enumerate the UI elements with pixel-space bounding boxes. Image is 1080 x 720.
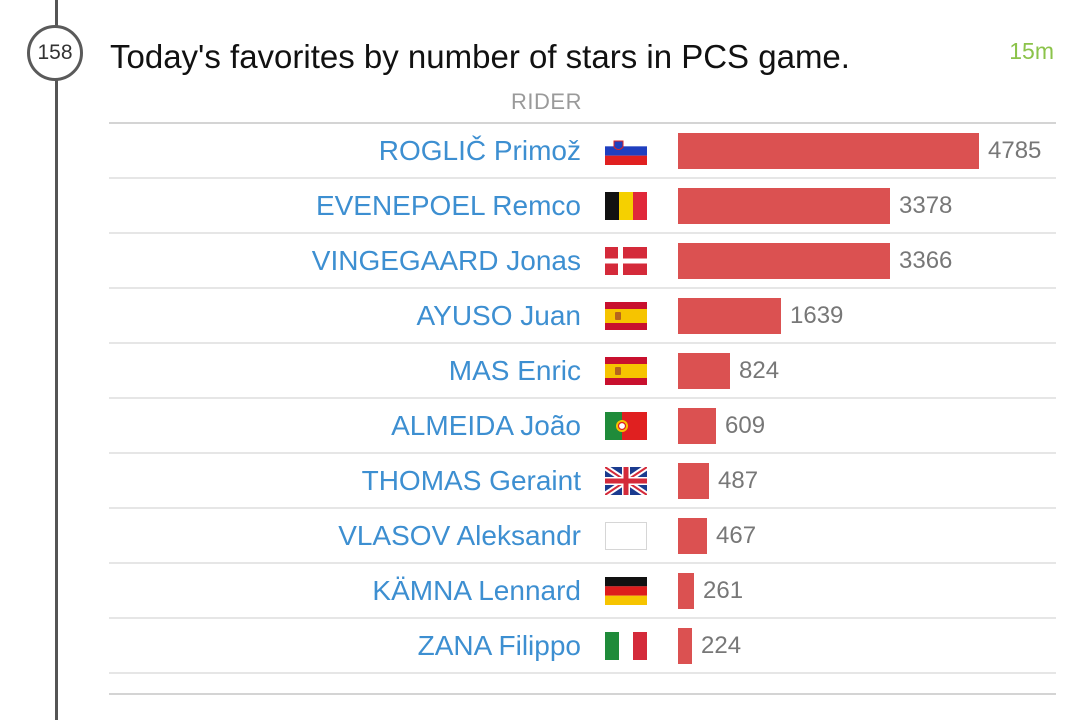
table-bottom-border (109, 693, 1056, 695)
rider-name-link[interactable]: ZANA Filippo (417, 630, 581, 661)
stars-bar (678, 353, 730, 389)
table-row: VLASOV Aleksandr 467 (109, 509, 1056, 564)
belgium-flag (605, 192, 647, 220)
rider-name-link[interactable]: EVENEPOEL Remco (315, 190, 581, 221)
stars-bar (678, 188, 890, 224)
germany-flag (605, 577, 647, 605)
rider-name-link[interactable]: ROGLIČ Primož (378, 135, 581, 166)
portugal-flag (605, 412, 647, 440)
stars-bar (678, 298, 781, 334)
stars-bar (678, 463, 709, 499)
table-row: AYUSO Juan 1639 (109, 289, 1056, 344)
stars-value-label: 224 (701, 632, 742, 659)
rider-name-link[interactable]: VLASOV Aleksandr (338, 520, 581, 551)
stars-bar (678, 518, 707, 554)
post-timestamp: 15m (1009, 38, 1054, 64)
table-row: VINGEGAARD Jonas 3366 (109, 234, 1056, 289)
great-britain-flag (605, 467, 647, 495)
stars-value-label: 824 (739, 357, 780, 384)
rider-name-link[interactable]: ALMEIDA João (391, 410, 581, 441)
stars-value-label: 261 (703, 577, 744, 604)
stars-table: ROGLIČ Primož 4785 EVENEPOEL Remco 3378 VING… (109, 122, 1056, 674)
table-row: ALMEIDA João 609 (109, 399, 1056, 454)
stars-bar (678, 408, 716, 444)
stars-value-label: 3378 (899, 192, 953, 219)
stars-bar (678, 243, 890, 279)
stars-value-label: 4785 (988, 137, 1042, 164)
denmark-flag (605, 247, 647, 275)
table-row: THOMAS Geraint 487 (109, 454, 1056, 509)
rider-name-link[interactable]: VINGEGAARD Jonas (311, 245, 581, 276)
rider-column-header: RIDER (511, 89, 582, 114)
blank-flag (605, 522, 647, 550)
km-marker-badge: 158 (27, 25, 83, 81)
table-row: KÄMNA Lennard 261 (109, 564, 1056, 619)
stars-bar (678, 573, 694, 609)
timeline-line (55, 0, 58, 720)
stars-value-label: 3366 (899, 247, 953, 274)
spain-flag (605, 357, 647, 385)
post-title: Today's favorites by number of stars in … (110, 38, 850, 75)
stars-value-label: 609 (725, 412, 766, 439)
stars-value-label: 487 (718, 467, 759, 494)
stars-bar (678, 628, 692, 664)
stars-value-label: 467 (716, 522, 757, 549)
italy-flag (605, 632, 647, 660)
stars-bar (678, 133, 979, 169)
table-row: EVENEPOEL Remco 3378 (109, 179, 1056, 234)
spain-flag (605, 302, 647, 330)
table-row: ROGLIČ Primož 4785 (109, 124, 1056, 179)
table-row: MAS Enric 824 (109, 344, 1056, 399)
rider-name-link[interactable]: THOMAS Geraint (361, 465, 581, 496)
slovenia-flag (605, 137, 647, 165)
rider-name-link[interactable]: MAS Enric (448, 355, 581, 386)
rider-name-link[interactable]: AYUSO Juan (416, 300, 581, 331)
rider-name-link[interactable]: KÄMNA Lennard (372, 575, 581, 606)
table-row: ZANA Filippo 224 (109, 619, 1056, 674)
stars-value-label: 1639 (790, 302, 844, 329)
